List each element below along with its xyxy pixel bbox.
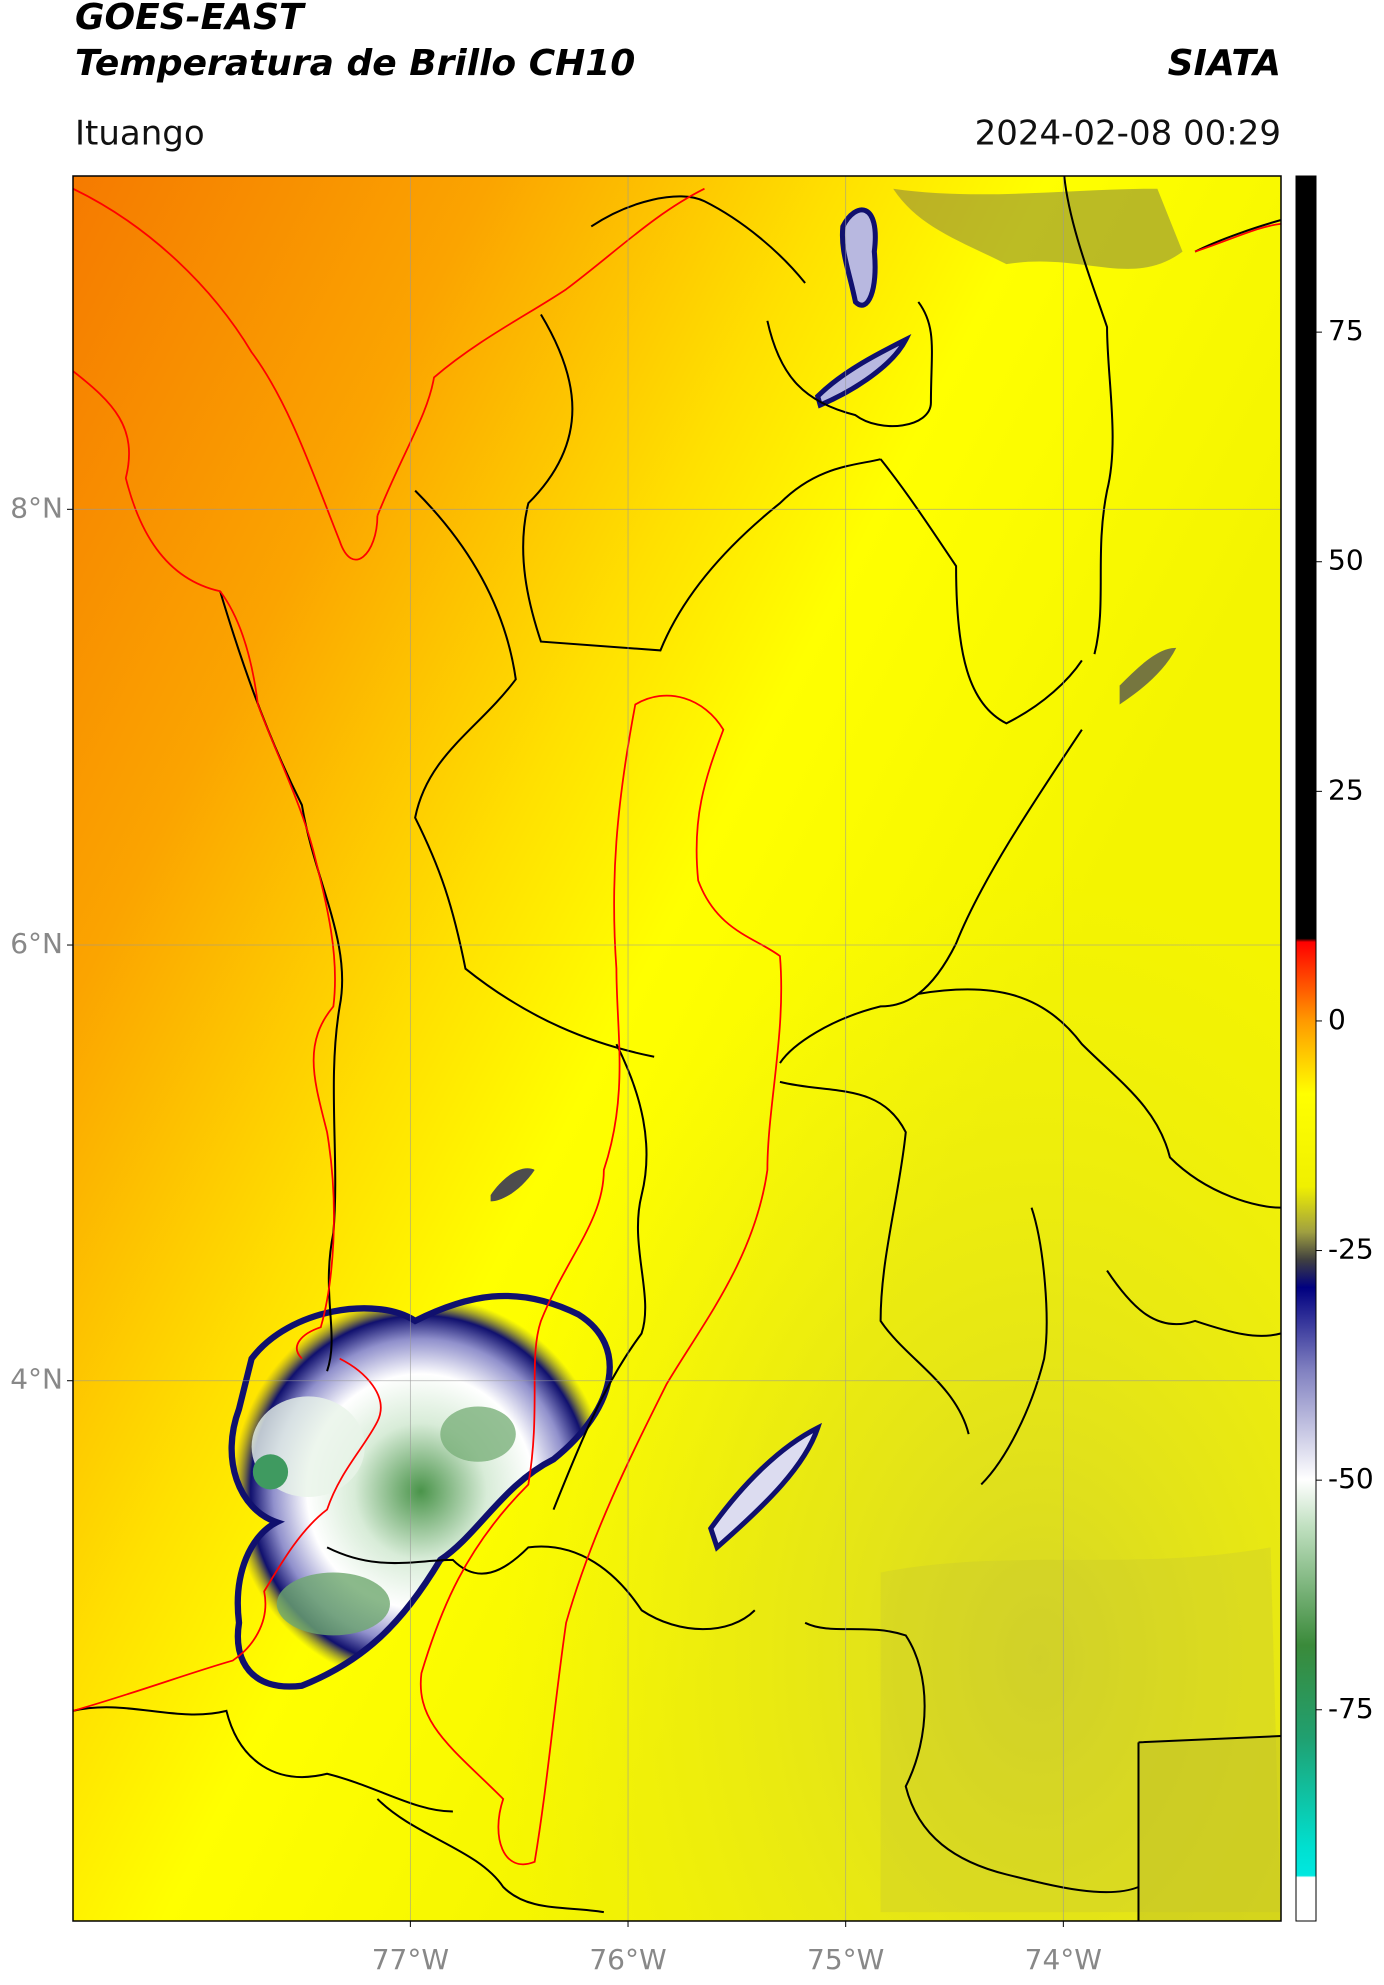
map-area [73, 176, 1281, 1921]
graticule [73, 176, 1281, 1921]
colorbar-label: -75 [1328, 1692, 1374, 1725]
y-tick-label: 8°N [10, 491, 63, 524]
title: GOES-EAST [75, 0, 306, 38]
y-tick-label: 4°N [10, 1363, 63, 1396]
colorbar-label: -25 [1328, 1233, 1374, 1266]
colorbar-label: 75 [1328, 314, 1364, 347]
timestamp: 2024-02-08 00:29 [975, 114, 1281, 154]
cloud-features [73, 176, 1281, 1921]
map-frame [72, 175, 1282, 1922]
x-tick-label: 75°W [807, 1943, 884, 1976]
colorbar-label: 0 [1328, 1003, 1346, 1036]
x-tick-label: 76°W [589, 1943, 666, 1976]
colorbar-label: 50 [1328, 544, 1364, 577]
brand: SIATA [1168, 43, 1281, 84]
subtitle: Temperatura de Brillo CH10 [75, 43, 635, 84]
location: Ituango [75, 114, 205, 154]
x-tick-label: 77°W [372, 1943, 449, 1976]
y-tick-label: 6°N [10, 927, 63, 960]
colorbar-label: 25 [1328, 773, 1364, 806]
colorbar-label: -50 [1328, 1462, 1374, 1495]
x-tick-label: 74°W [1025, 1943, 1102, 1976]
colorbar [1295, 175, 1317, 1922]
